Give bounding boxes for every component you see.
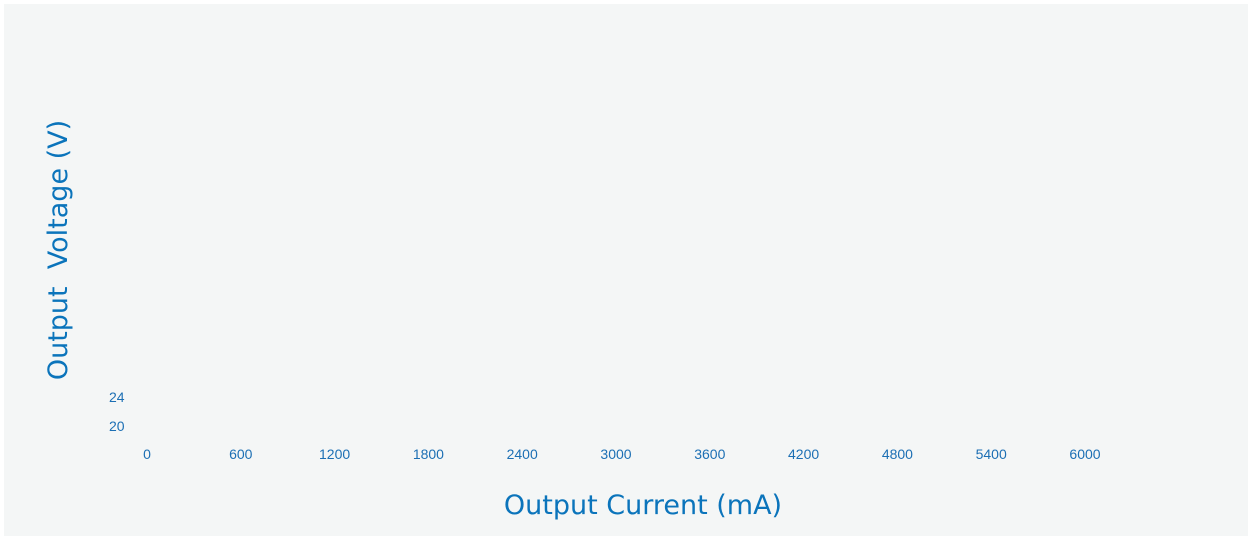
x-tick-label: 1800	[413, 446, 444, 462]
x-tick-label: 3600	[694, 446, 725, 462]
x-tick-label: 1200	[319, 446, 350, 462]
chart-panel	[4, 4, 1248, 536]
y-axis-title: Output Voltage (V)	[43, 120, 74, 380]
x-tick-label: 4800	[882, 446, 913, 462]
x-tick-label: 6000	[1069, 446, 1100, 462]
x-tick-label: 4200	[788, 446, 819, 462]
x-tick-label: 5400	[976, 446, 1007, 462]
y-tick-label: 24	[109, 389, 125, 405]
x-tick-label: 600	[229, 446, 253, 462]
x-tick-labels: 0 600 1200 1800 2400 3000 3600 4200 4800 5400 6000	[143, 446, 1101, 462]
y-tick-label: 20	[109, 418, 125, 434]
x-tick-label: 3000	[600, 446, 631, 462]
x-axis-title: Output Current (mA)	[504, 490, 782, 521]
x-tick-label: 0	[143, 446, 151, 462]
x-tick-label: 2400	[507, 446, 538, 462]
